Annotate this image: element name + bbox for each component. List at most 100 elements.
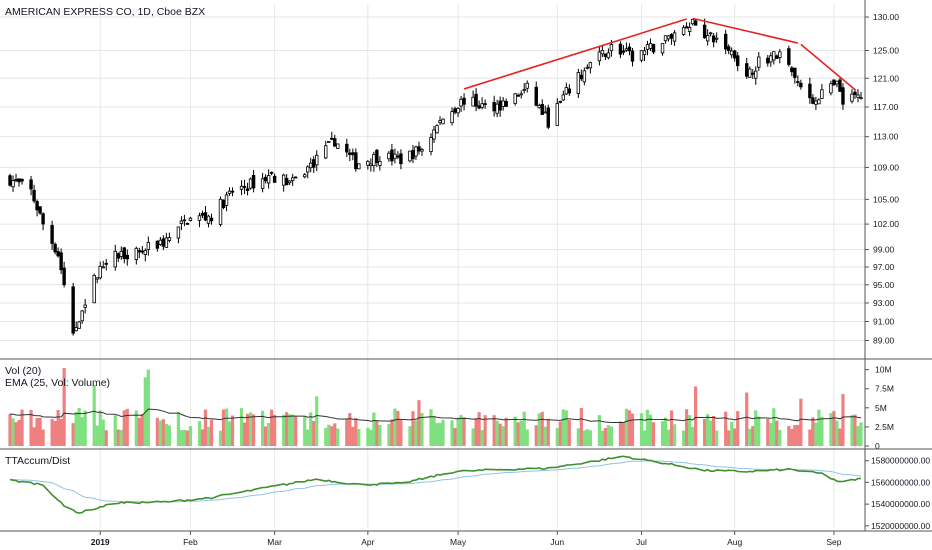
candle-body bbox=[417, 146, 421, 152]
candle-body bbox=[483, 103, 487, 106]
volume-bar bbox=[242, 422, 247, 446]
volume-bar bbox=[498, 423, 502, 446]
volume-bar bbox=[98, 410, 102, 446]
candle-body bbox=[558, 100, 563, 103]
volume-bar bbox=[474, 418, 478, 446]
volume-bar bbox=[453, 427, 457, 446]
candle-body bbox=[98, 265, 102, 279]
volume-bar bbox=[558, 421, 562, 446]
candle-body bbox=[158, 239, 163, 245]
candle-body bbox=[357, 163, 361, 170]
volume-bar bbox=[134, 410, 138, 446]
candle-body bbox=[116, 253, 120, 259]
candle-body bbox=[513, 93, 517, 104]
volume-bar bbox=[95, 425, 99, 446]
volume-bar bbox=[820, 416, 824, 446]
candle-body bbox=[366, 160, 370, 166]
candle-body bbox=[477, 105, 481, 109]
volume-bar bbox=[104, 430, 108, 446]
candle-body bbox=[312, 159, 316, 168]
candle-body bbox=[393, 153, 397, 159]
volume-bar bbox=[203, 409, 208, 446]
volume-bar bbox=[567, 420, 571, 446]
volume-bar bbox=[59, 418, 63, 446]
price-pane[interactable] bbox=[8, 18, 863, 336]
price-tick-label: 91.00 bbox=[873, 317, 895, 327]
volume-bar bbox=[113, 415, 117, 446]
volume-bar bbox=[92, 384, 96, 446]
volume-bar bbox=[354, 418, 358, 446]
volume-bar bbox=[546, 418, 550, 446]
volume-bar bbox=[435, 423, 439, 446]
candle-body bbox=[53, 243, 57, 253]
candle-body bbox=[754, 70, 758, 79]
candle-body bbox=[769, 55, 773, 63]
volume-bar bbox=[8, 414, 12, 446]
volume-tick-label: 0 bbox=[875, 441, 880, 451]
volume-pane[interactable] bbox=[8, 368, 863, 446]
volume-bar bbox=[766, 418, 770, 446]
candle-body bbox=[242, 185, 247, 188]
x-tick-label: May bbox=[450, 537, 467, 547]
accum-tick-label: 1580000000.00 bbox=[871, 456, 930, 466]
volume-bar bbox=[56, 409, 60, 446]
candle-body bbox=[585, 66, 590, 69]
candle-body bbox=[104, 262, 108, 265]
volume-bar bbox=[642, 430, 647, 446]
candle-body bbox=[751, 72, 755, 75]
volume-bar bbox=[336, 428, 340, 446]
candle-body bbox=[134, 247, 139, 260]
volume-bar bbox=[483, 415, 487, 446]
candle-body bbox=[375, 149, 379, 163]
volume-bar bbox=[835, 420, 839, 446]
candle-body bbox=[197, 215, 202, 221]
candle-body bbox=[315, 154, 319, 166]
volume-bar bbox=[366, 427, 370, 446]
candle-body bbox=[164, 237, 169, 248]
trendline bbox=[800, 43, 856, 91]
candle-body bbox=[8, 175, 12, 186]
candle-body bbox=[32, 190, 36, 202]
price-tick-label: 93.00 bbox=[873, 298, 895, 308]
candle-body bbox=[390, 149, 394, 162]
candle-body bbox=[92, 275, 96, 304]
candle-body bbox=[726, 46, 731, 51]
volume-bar bbox=[588, 430, 592, 446]
candle-body bbox=[582, 70, 587, 83]
price-tick-label: 113.00 bbox=[873, 132, 899, 142]
candle-body bbox=[161, 238, 166, 247]
volume-bar bbox=[261, 410, 265, 446]
candle-body bbox=[793, 67, 797, 78]
volume-bar bbox=[706, 414, 710, 446]
volume-bar bbox=[209, 419, 214, 446]
candle-body bbox=[281, 174, 286, 186]
volume-bar bbox=[230, 415, 235, 446]
volume-bar bbox=[17, 420, 21, 446]
volume-bar bbox=[167, 425, 171, 446]
candle-body bbox=[245, 188, 250, 191]
candle-body bbox=[540, 104, 544, 115]
candle-body bbox=[125, 254, 129, 260]
volume-bar bbox=[101, 419, 105, 446]
candle-body bbox=[567, 88, 572, 94]
x-tick-label: Aug bbox=[727, 537, 742, 547]
candle-body bbox=[642, 50, 647, 56]
volume-bar bbox=[122, 410, 126, 446]
volume-bar bbox=[273, 414, 277, 446]
volume-bar bbox=[585, 429, 589, 446]
candle-body bbox=[480, 103, 484, 108]
price-tick-label: 99.00 bbox=[873, 245, 895, 255]
volume-bar bbox=[850, 415, 854, 446]
trendline bbox=[692, 17, 799, 44]
accum-dist-pane[interactable] bbox=[9, 455, 862, 514]
volume-bar bbox=[513, 416, 517, 446]
volume-bar bbox=[182, 429, 187, 446]
candle-body bbox=[456, 108, 460, 114]
accum-tick-label: 1540000000.00 bbox=[871, 499, 930, 509]
volume-bar bbox=[200, 429, 205, 446]
price-tick-label: 102.00 bbox=[873, 219, 899, 229]
volume-bar bbox=[540, 411, 544, 446]
volume-bar bbox=[161, 419, 165, 446]
candle-body bbox=[369, 163, 373, 167]
volume-bar bbox=[534, 425, 538, 446]
